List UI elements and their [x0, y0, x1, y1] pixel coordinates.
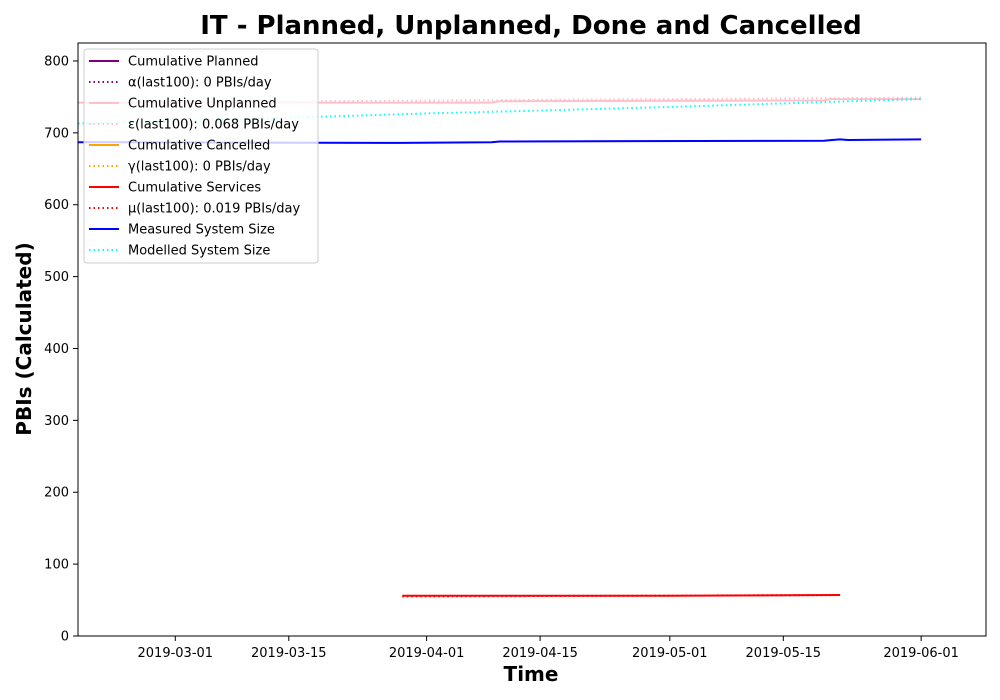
y-axis: 0 100 200 300 400 500 600 700 800: [44, 54, 78, 645]
legend-label: Modelled System Size: [128, 244, 270, 259]
legend-label: Cumulative Services: [128, 181, 261, 196]
series-line-7: [402, 594, 841, 598]
legend-label: Cumulative Cancelled: [128, 139, 270, 154]
legend-label: Cumulative Unplanned: [128, 97, 277, 112]
legend-box: [83, 48, 319, 264]
x-tick-label: 2019-04-15: [502, 646, 578, 661]
x-axis-title: Time: [504, 662, 559, 686]
chart-title: IT - Planned, Unplanned, Done and Cancel…: [200, 11, 862, 41]
x-tick-label: 2019-06-01: [883, 646, 959, 661]
y-tick-label: 300: [44, 414, 69, 429]
y-axis-title: PBIs (Calculated): [12, 242, 36, 435]
series-line-2: [78, 98, 922, 104]
series-line-9: [77, 98, 922, 125]
legend-label: Measured System Size: [128, 223, 275, 238]
legend-label: Cumulative Planned: [128, 55, 258, 70]
legend: Cumulative Planned α(last100): 0 PBIs/day…: [83, 48, 319, 264]
x-axis: 2019-03-01 2019-03-15 2019-04-01 2019-04-15…: [138, 636, 959, 661]
x-tick-label: 2019-05-01: [632, 646, 708, 661]
y-tick-label: 400: [44, 342, 69, 357]
legend-label: α(last100): 0 PBIs/day: [128, 76, 272, 91]
y-tick-label: 800: [44, 54, 69, 69]
x-tick-label: 2019-04-01: [389, 646, 465, 661]
legend-label: ε(last100): 0.068 PBIs/day: [128, 118, 299, 133]
legend-label: γ(last100): 0 PBIs/day: [128, 160, 271, 175]
x-tick-label: 2019-05-15: [746, 646, 822, 661]
y-tick-label: 500: [44, 270, 69, 285]
y-tick-label: 0: [61, 630, 69, 645]
plot-frame: [77, 42, 987, 637]
legend-label: μ(last100): 0.019 PBIs/day: [128, 202, 300, 217]
y-tick-label: 700: [44, 126, 69, 141]
y-tick-label: 100: [44, 558, 69, 573]
x-tick-label: 2019-03-15: [251, 646, 327, 661]
series-line-8: [77, 138, 922, 144]
y-tick-label: 200: [44, 486, 69, 501]
series-line-6: [402, 594, 841, 597]
x-tick-label: 2019-03-01: [138, 646, 214, 661]
y-tick-label: 600: [44, 198, 69, 213]
